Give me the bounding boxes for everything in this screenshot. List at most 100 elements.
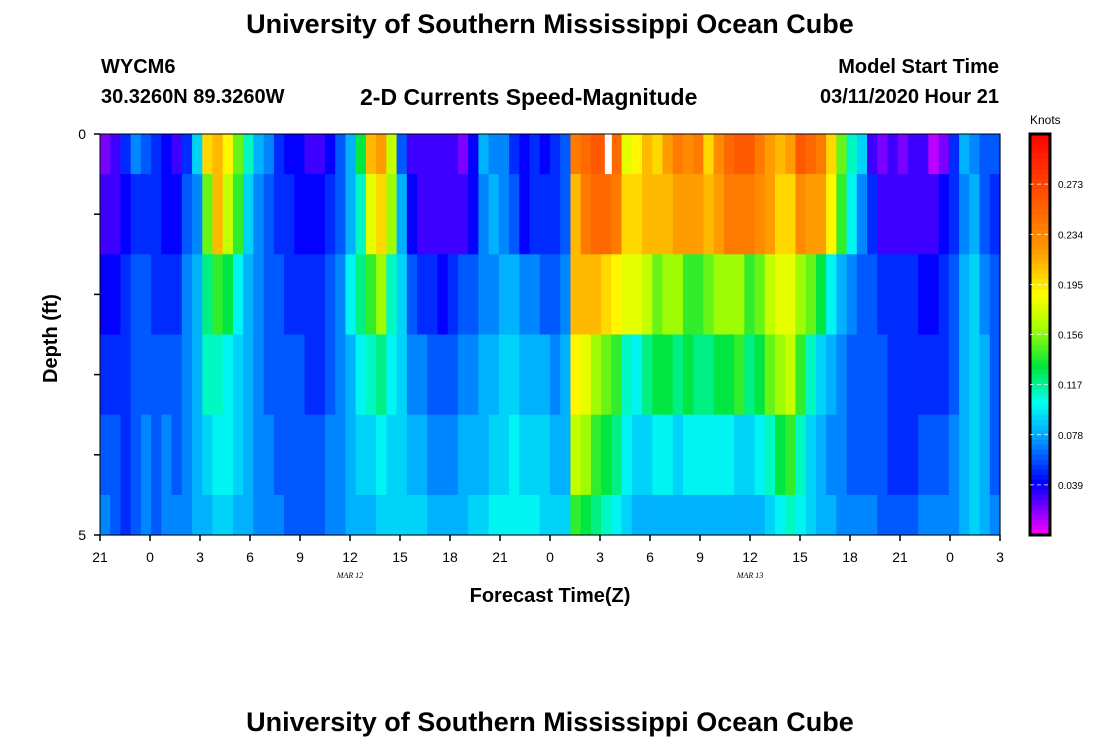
heatmap-cell: [775, 254, 786, 336]
heatmap-cell: [447, 254, 459, 336]
heatmap-cell: [867, 414, 878, 496]
heatmap-cell: [856, 254, 868, 336]
heatmap-cell: [672, 414, 684, 496]
model-start-label: Model Start Time: [838, 56, 999, 78]
heatmap-cell: [948, 494, 960, 536]
heatmap-cell: [713, 494, 725, 536]
colorbar-segment: [1030, 529, 1050, 536]
heatmap-cell: [202, 254, 214, 336]
heatmap-cell: [918, 414, 930, 496]
heatmap-cell: [468, 494, 480, 536]
heatmap-cell: [110, 494, 122, 536]
heatmap-cell: [253, 414, 265, 496]
colorbar-segment: [1030, 469, 1050, 476]
heatmap-cell: [406, 414, 418, 496]
heatmap-cell: [110, 414, 122, 496]
heatmap-cell: [365, 414, 377, 496]
heatmap-cell: [672, 494, 684, 536]
colorbar-segment: [1030, 434, 1050, 441]
heatmap-cell: [335, 334, 347, 416]
heatmap-cell: [815, 334, 827, 416]
heatmap-cell: [294, 334, 306, 416]
heatmap-cell: [509, 414, 520, 496]
x-tick-label: 18: [442, 549, 458, 565]
heatmap-cell: [161, 254, 173, 336]
heatmap-cell: [335, 494, 347, 536]
heatmap-cell: [232, 414, 244, 496]
heatmap-cell: [202, 494, 214, 536]
heatmap-cell: [222, 414, 234, 496]
heatmap-cell: [918, 134, 930, 175]
heatmap-cell: [907, 334, 919, 416]
heatmap-cell: [744, 134, 756, 175]
heatmap-cell: [682, 334, 694, 416]
heatmap-cell: [672, 254, 684, 336]
heatmap-cell: [140, 174, 152, 255]
heatmap-cell: [447, 334, 459, 416]
heatmap-cell: [325, 254, 336, 336]
heatmap-cell: [427, 134, 439, 175]
heatmap-cell: [611, 334, 623, 416]
heatmap-cell: [550, 334, 561, 416]
heatmap-cell: [529, 174, 541, 255]
heatmap-cell: [151, 174, 162, 255]
heatmap-cell: [417, 334, 428, 416]
x-tick-label: 0: [146, 549, 154, 565]
heatmap-cell: [437, 414, 449, 496]
heatmap-cell: [304, 494, 316, 536]
x-tick-label: 9: [296, 549, 304, 565]
heatmap-cell: [723, 174, 735, 255]
heatmap-cell: [140, 134, 152, 175]
colorbar-segment: [1030, 154, 1050, 160]
heatmap-cell: [171, 414, 183, 496]
heatmap-cell: [703, 494, 715, 536]
heatmap-cell: [498, 174, 510, 255]
chart-title: University of Southern Mississippi Ocean…: [246, 9, 854, 39]
heatmap-cell: [928, 414, 940, 496]
heatmap-cell: [222, 494, 234, 536]
date-label: MAR 13: [736, 571, 763, 580]
heatmap-cell: [754, 334, 766, 416]
heatmap-cell: [171, 174, 183, 255]
colorbar-segment: [1030, 144, 1050, 150]
y-tick-label: 0: [78, 126, 86, 142]
colorbar-segment: [1030, 324, 1050, 331]
heatmap-cell: [989, 254, 1001, 336]
colorbar-segment: [1030, 379, 1050, 386]
heatmap-cell: [734, 174, 745, 255]
heatmap-cell: [192, 494, 203, 536]
heatmap-cell: [846, 334, 858, 416]
heatmap-cell: [856, 414, 868, 496]
heatmap-cell: [631, 334, 643, 416]
heatmap-cell: [560, 254, 572, 336]
heatmap-cell: [263, 334, 275, 416]
heatmap-cell: [907, 254, 919, 336]
heatmap-cell: [805, 174, 817, 255]
missing-data-cell: [604, 134, 612, 175]
x-tick-label: 12: [342, 549, 358, 565]
heatmap-cell: [969, 494, 981, 536]
heatmap-cell: [887, 414, 899, 496]
heatmap-cell: [181, 494, 193, 536]
heatmap-cell: [181, 254, 193, 336]
heatmap-cell: [570, 254, 582, 336]
heatmap-cell: [775, 494, 786, 536]
heatmap-cell: [601, 334, 612, 416]
heatmap-cell: [775, 134, 786, 175]
heatmap-cell: [590, 334, 602, 416]
heatmap-cell: [560, 174, 572, 255]
x-tick-label: 0: [546, 549, 554, 565]
heatmap-cell: [130, 334, 142, 416]
heatmap-cell: [682, 414, 694, 496]
heatmap-cell: [959, 174, 970, 255]
heatmap-cell: [764, 494, 776, 536]
heatmap-cell: [693, 414, 705, 496]
colorbar-segment: [1030, 264, 1050, 270]
heatmap-cell: [938, 174, 950, 255]
heatmap-cell: [642, 334, 653, 416]
heatmap-cell: [723, 494, 735, 536]
colorbar-segment: [1030, 299, 1050, 306]
heatmap-cell: [979, 334, 991, 416]
heatmap-cell: [181, 134, 193, 175]
heatmap-cell: [100, 254, 111, 336]
